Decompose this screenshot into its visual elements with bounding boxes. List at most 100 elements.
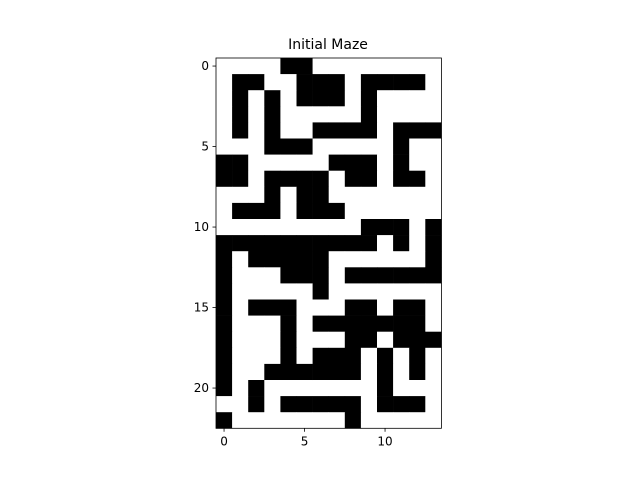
maze-open-cell xyxy=(248,331,265,349)
maze-open-cell xyxy=(248,90,265,107)
maze-open-cell xyxy=(248,154,265,171)
maze-wall-cell xyxy=(280,170,297,188)
maze-wall-cell xyxy=(280,315,297,332)
maze-wall-cell xyxy=(328,202,346,220)
maze-open-cell xyxy=(296,347,313,365)
maze-wall-cell xyxy=(360,122,378,139)
maze-open-cell xyxy=(377,331,394,349)
maze-wall-cell xyxy=(296,363,313,381)
maze-wall-cell xyxy=(264,235,281,252)
maze-wall-cell xyxy=(248,396,265,413)
maze-wall-cell xyxy=(312,202,329,220)
maze-open-cell xyxy=(409,106,426,123)
maze-wall-cell xyxy=(425,267,442,284)
maze-wall-cell xyxy=(248,235,265,252)
maze-open-cell xyxy=(409,186,426,204)
maze-open-cell xyxy=(248,106,265,123)
maze-open-cell xyxy=(377,412,394,429)
maze-open-cell xyxy=(232,58,249,75)
maze-wall-cell xyxy=(377,219,394,236)
maze-open-cell xyxy=(264,412,281,429)
maze-wall-cell xyxy=(216,315,233,332)
maze-open-cell xyxy=(393,202,410,220)
maze-wall-cell xyxy=(264,106,281,123)
maze-open-cell xyxy=(344,202,362,220)
maze-open-cell xyxy=(232,283,249,300)
maze-wall-cell xyxy=(280,396,297,413)
x-tick-label: 0 xyxy=(220,434,228,448)
maze-wall-cell xyxy=(377,380,394,397)
maze-open-cell xyxy=(216,219,233,236)
maze-wall-cell xyxy=(425,331,442,349)
maze-open-cell xyxy=(409,58,426,75)
maze-open-cell xyxy=(425,202,442,220)
maze-open-cell xyxy=(216,202,233,220)
maze-wall-cell xyxy=(360,299,378,316)
maze-wall-cell xyxy=(312,90,329,107)
maze-wall-cell xyxy=(232,202,249,220)
maze-wall-cell xyxy=(377,396,394,413)
maze-wall-cell xyxy=(409,347,426,365)
maze-open-cell xyxy=(264,219,281,236)
maze-open-cell xyxy=(280,106,297,123)
maze-wall-cell xyxy=(344,170,362,188)
maze-open-cell xyxy=(264,154,281,171)
maze-open-cell xyxy=(360,396,378,413)
maze-open-cell xyxy=(216,138,233,155)
maze-open-cell xyxy=(344,251,362,268)
maze-wall-cell xyxy=(409,363,426,381)
maze-open-cell xyxy=(264,331,281,349)
maze-open-cell xyxy=(377,283,394,300)
maze-open-cell xyxy=(377,122,394,139)
maze-open-cell xyxy=(264,283,281,300)
maze-open-cell xyxy=(425,283,442,300)
maze-wall-cell xyxy=(232,122,249,139)
maze-wall-cell xyxy=(344,122,362,139)
maze-open-cell xyxy=(360,347,378,365)
maze-wall-cell xyxy=(248,299,265,316)
maze-open-cell xyxy=(409,138,426,155)
maze-wall-cell xyxy=(393,267,410,284)
maze-open-cell xyxy=(409,283,426,300)
maze-wall-cell xyxy=(264,186,281,204)
maze-wall-cell xyxy=(344,299,362,316)
maze-open-cell xyxy=(280,219,297,236)
maze-wall-cell xyxy=(296,138,313,155)
maze-wall-cell xyxy=(296,396,313,413)
maze-open-cell xyxy=(344,380,362,397)
maze-open-cell xyxy=(296,154,313,171)
maze-open-cell xyxy=(360,202,378,220)
maze-open-cell xyxy=(393,106,410,123)
maze-wall-cell xyxy=(216,299,233,316)
maze-wall-cell xyxy=(264,138,281,155)
maze-wall-cell xyxy=(296,74,313,91)
maze-wall-cell xyxy=(344,331,362,349)
maze-open-cell xyxy=(248,138,265,155)
maze-open-cell xyxy=(344,283,362,300)
maze-open-cell xyxy=(377,90,394,107)
maze-open-cell xyxy=(216,90,233,107)
maze-wall-cell xyxy=(280,58,297,75)
maze-wall-cell xyxy=(377,347,394,365)
maze-open-cell xyxy=(216,186,233,204)
maze-wall-cell xyxy=(216,331,233,349)
x-tick-label: 10 xyxy=(377,434,392,448)
maze-open-cell xyxy=(296,299,313,316)
maze-open-cell xyxy=(328,283,346,300)
maze-open-cell xyxy=(409,154,426,171)
maze-open-cell xyxy=(264,315,281,332)
maze-wall-cell xyxy=(393,235,410,252)
maze-wall-cell xyxy=(409,396,426,413)
maze-open-cell xyxy=(280,186,297,204)
maze-wall-cell xyxy=(232,170,249,188)
maze-wall-cell xyxy=(393,396,410,413)
maze-wall-cell xyxy=(312,315,329,332)
maze-open-cell xyxy=(296,283,313,300)
maze-open-cell xyxy=(232,331,249,349)
maze-open-cell xyxy=(328,106,346,123)
maze-wall-cell xyxy=(328,235,346,252)
maze-open-cell xyxy=(409,235,426,252)
maze-wall-cell xyxy=(328,90,346,107)
maze-open-cell xyxy=(280,122,297,139)
